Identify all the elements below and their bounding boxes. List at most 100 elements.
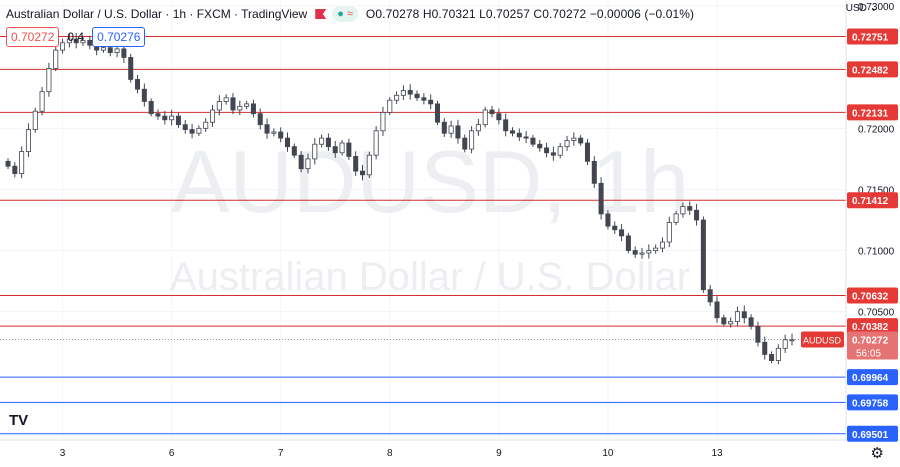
candle	[530, 135, 536, 147]
candle	[250, 99, 256, 118]
currency-selector[interactable]: USD ⌄	[846, 3, 878, 14]
candle-body	[598, 182, 604, 215]
candle	[523, 131, 529, 144]
candle-body	[312, 143, 318, 160]
chevron-down-icon: ⌄	[869, 3, 878, 14]
candle	[537, 140, 543, 152]
candle	[700, 216, 706, 293]
candle-body	[237, 105, 243, 111]
candle	[639, 247, 645, 259]
candle	[646, 244, 652, 259]
candle-body	[394, 94, 400, 101]
candle	[325, 133, 331, 151]
candle	[462, 134, 468, 153]
candle	[550, 146, 556, 161]
candle-body	[284, 137, 291, 148]
candle-body	[475, 124, 481, 132]
candle	[162, 110, 168, 125]
candle-body	[578, 137, 584, 144]
candle	[39, 87, 45, 116]
candle-body	[537, 143, 543, 149]
candle	[319, 134, 325, 148]
watermark-name: Australian Dollar / U.S. Dollar	[170, 255, 690, 299]
candle-body	[25, 129, 31, 152]
horizontal-levels[interactable]	[0, 36, 846, 435]
candle	[244, 100, 250, 110]
candle	[366, 151, 372, 178]
time-tick-label: 6	[169, 448, 175, 459]
support-level-label: 0.69758	[852, 398, 889, 409]
gear-icon[interactable]: ⚙	[870, 445, 884, 462]
candle	[278, 127, 284, 143]
candle-body	[400, 90, 406, 96]
candle	[769, 351, 775, 364]
candle-body	[182, 124, 188, 130]
candle	[25, 123, 31, 158]
watermark-symbol: AUDUSD, 1h	[171, 132, 689, 231]
candle-body	[462, 137, 468, 150]
candle	[653, 244, 659, 254]
candle-body	[748, 317, 754, 327]
candle	[66, 33, 72, 48]
candle-body	[305, 158, 311, 170]
tradingview-logo-icon[interactable]: TV	[9, 412, 29, 429]
candle-body	[407, 90, 413, 95]
candle	[741, 305, 747, 324]
buy-price-box[interactable]: 0.70276	[92, 27, 146, 47]
resistance-level-label: 0.72751	[852, 33, 889, 44]
candle-body	[782, 339, 788, 349]
candle	[223, 94, 229, 105]
candle	[203, 118, 209, 133]
candle-body	[216, 101, 222, 111]
candle	[257, 108, 263, 130]
candle	[394, 91, 400, 104]
flag-icon[interactable]	[315, 9, 327, 19]
candle	[53, 47, 59, 72]
price-axis[interactable]: 0.730000.725000.720000.715000.710000.705…	[845, 0, 900, 467]
candle-body	[332, 146, 338, 154]
candle-body	[680, 206, 686, 215]
candle-body	[353, 156, 359, 172]
candle-body	[591, 160, 597, 184]
candle-body	[39, 91, 45, 112]
symbol-title[interactable]: Australian Dollar / U.S. Dollar · 1h · F…	[6, 7, 308, 21]
candle-body	[734, 311, 740, 322]
candle	[666, 216, 672, 248]
time-axis[interactable]: 3 6 7 8 9 10 13	[0, 439, 900, 459]
candle	[73, 32, 79, 49]
candle	[469, 126, 475, 154]
candle	[687, 201, 693, 215]
candle	[428, 94, 434, 109]
candle	[441, 118, 447, 137]
candle	[557, 143, 563, 159]
candle-body	[148, 101, 154, 115]
market-open-icon[interactable]: ● ≈	[332, 6, 358, 22]
candle	[12, 162, 18, 178]
candle	[237, 100, 243, 116]
time-tick-label: 8	[387, 448, 393, 459]
resistance-level-label-bg	[847, 61, 898, 78]
candle	[775, 344, 781, 365]
candle-body	[203, 121, 209, 129]
last-price-label: 0.70272	[852, 336, 889, 347]
candle-body	[196, 127, 202, 134]
candle-body	[557, 146, 563, 156]
sell-price-box[interactable]: 0.70272	[6, 27, 60, 47]
candle-body	[544, 147, 550, 154]
candle-body	[210, 109, 216, 123]
candle	[19, 146, 25, 179]
candle-body	[673, 213, 679, 223]
candle	[782, 334, 788, 353]
candle-body	[291, 146, 297, 156]
time-tick-label: 3	[60, 448, 66, 459]
candle	[87, 35, 93, 50]
countdown-label: 56:05	[856, 349, 881, 360]
candle	[482, 106, 488, 128]
candle	[584, 138, 590, 166]
candle	[612, 221, 618, 234]
currency-label: USD	[845, 3, 867, 14]
candle	[380, 106, 386, 136]
candle-body	[694, 209, 700, 221]
candle-body	[482, 109, 488, 126]
